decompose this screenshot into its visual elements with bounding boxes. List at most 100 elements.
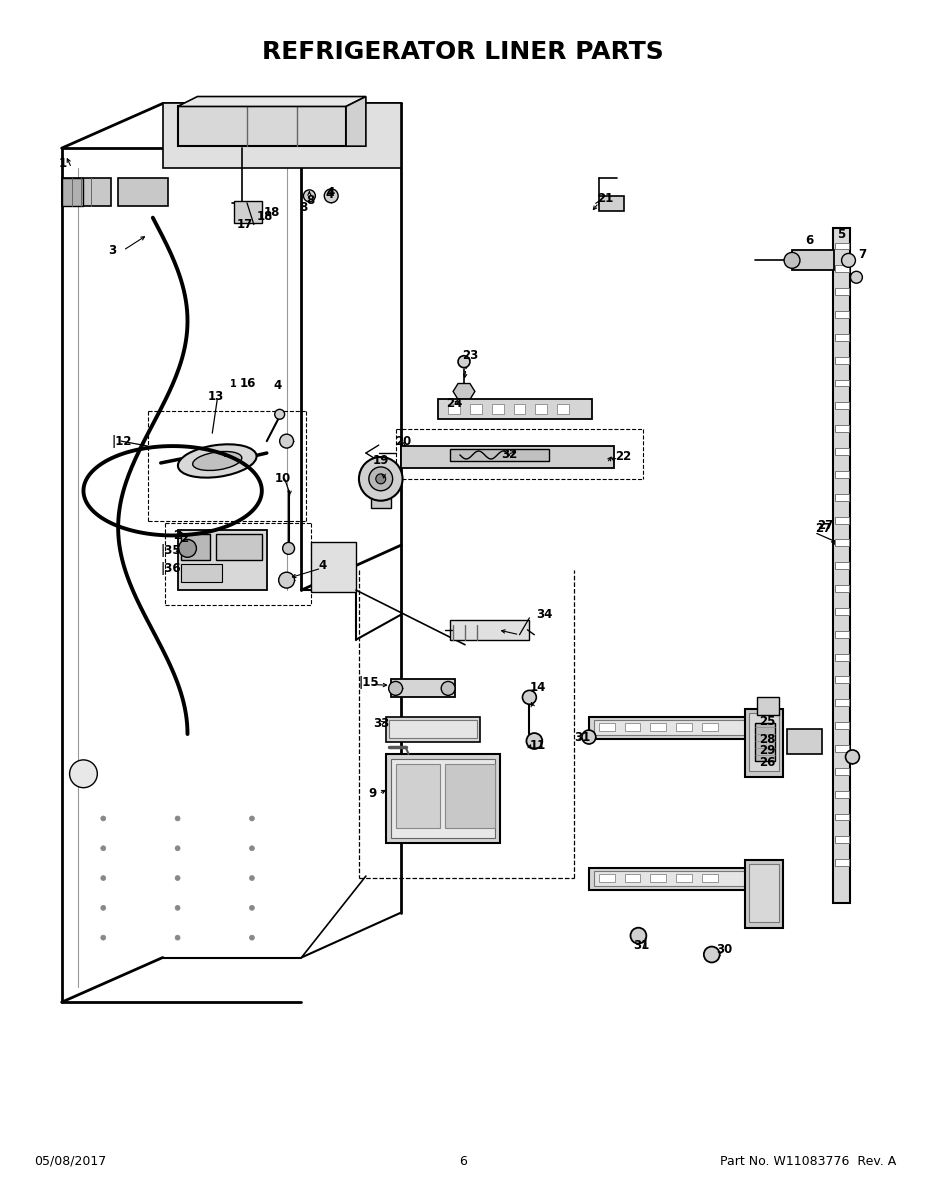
Circle shape xyxy=(249,905,254,911)
Bar xyxy=(834,402,848,409)
Bar xyxy=(834,379,848,386)
Bar xyxy=(749,864,779,922)
Text: 31: 31 xyxy=(633,940,650,952)
Ellipse shape xyxy=(193,451,242,470)
Circle shape xyxy=(441,682,455,695)
Text: 2: 2 xyxy=(172,529,181,542)
Text: 18: 18 xyxy=(264,206,280,220)
Circle shape xyxy=(101,876,106,881)
Bar xyxy=(834,859,848,866)
Text: 34: 34 xyxy=(537,608,552,622)
Text: 21: 21 xyxy=(597,192,613,205)
Bar xyxy=(181,534,210,560)
Text: 27: 27 xyxy=(815,522,832,535)
Bar xyxy=(834,470,848,478)
Bar xyxy=(834,540,848,546)
Circle shape xyxy=(249,876,254,881)
Bar xyxy=(834,631,848,637)
Text: 11: 11 xyxy=(529,739,546,752)
Text: |35: |35 xyxy=(160,544,182,557)
Circle shape xyxy=(324,188,338,203)
Bar xyxy=(178,530,267,590)
Text: |36: |36 xyxy=(160,562,182,575)
Text: 20: 20 xyxy=(396,434,412,448)
Bar xyxy=(756,724,775,761)
Text: 26: 26 xyxy=(759,756,776,769)
Text: 2: 2 xyxy=(181,532,189,545)
Bar xyxy=(834,356,848,364)
Bar xyxy=(514,404,526,414)
Bar xyxy=(118,178,168,205)
Circle shape xyxy=(283,542,295,554)
Text: 5: 5 xyxy=(836,228,844,241)
Circle shape xyxy=(523,690,537,704)
Circle shape xyxy=(784,252,800,269)
Bar xyxy=(216,534,261,560)
Circle shape xyxy=(280,434,294,448)
Circle shape xyxy=(175,846,180,851)
Bar xyxy=(448,404,460,414)
Text: REFRIGERATOR LINER PARTS: REFRIGERATOR LINER PARTS xyxy=(262,40,664,64)
Bar xyxy=(834,608,848,614)
Circle shape xyxy=(274,409,285,419)
Bar xyxy=(594,720,747,736)
Text: 27: 27 xyxy=(817,520,833,532)
Circle shape xyxy=(101,905,106,911)
Bar xyxy=(181,564,222,582)
Bar xyxy=(388,720,476,738)
Bar xyxy=(396,764,440,828)
Bar xyxy=(832,228,850,902)
Bar xyxy=(834,814,848,821)
Bar xyxy=(834,700,848,707)
Circle shape xyxy=(101,846,106,851)
Circle shape xyxy=(527,733,542,749)
Text: Part No. W11083776  Rev. A: Part No. W11083776 Rev. A xyxy=(720,1154,896,1168)
Text: 19: 19 xyxy=(373,455,389,468)
Text: 18: 18 xyxy=(257,210,273,223)
Text: 25: 25 xyxy=(759,715,776,727)
Bar xyxy=(625,874,641,882)
Circle shape xyxy=(582,730,596,744)
Bar xyxy=(390,758,495,839)
Circle shape xyxy=(369,467,393,491)
Bar xyxy=(834,563,848,569)
Bar xyxy=(400,446,614,468)
Bar xyxy=(787,730,821,754)
Circle shape xyxy=(850,271,862,283)
Bar xyxy=(834,722,848,730)
Bar xyxy=(625,724,641,731)
Bar xyxy=(61,178,111,205)
Text: 4: 4 xyxy=(325,188,334,202)
Bar xyxy=(834,334,848,341)
Bar xyxy=(61,178,83,205)
Bar xyxy=(702,724,717,731)
Text: 6: 6 xyxy=(459,1154,467,1168)
Bar xyxy=(235,200,261,223)
Bar xyxy=(390,679,455,697)
Circle shape xyxy=(101,935,106,940)
Circle shape xyxy=(179,540,197,557)
Text: 7: 7 xyxy=(858,248,867,260)
Bar xyxy=(834,768,848,775)
Text: 14: 14 xyxy=(529,680,546,694)
Circle shape xyxy=(630,928,646,943)
Text: 4: 4 xyxy=(273,379,282,392)
Bar xyxy=(594,871,747,886)
Bar xyxy=(470,404,482,414)
Bar xyxy=(834,791,848,798)
Text: 6: 6 xyxy=(805,234,813,247)
Bar xyxy=(599,196,624,211)
Text: 17: 17 xyxy=(237,218,253,232)
Bar xyxy=(676,874,692,882)
Circle shape xyxy=(375,474,386,484)
Bar xyxy=(834,425,848,432)
Circle shape xyxy=(842,253,856,268)
Circle shape xyxy=(249,935,254,940)
Bar xyxy=(589,718,753,739)
Text: 10: 10 xyxy=(274,473,291,485)
Bar xyxy=(386,754,500,844)
Bar xyxy=(438,400,591,419)
Circle shape xyxy=(175,876,180,881)
Bar xyxy=(745,709,783,776)
Bar xyxy=(651,874,667,882)
